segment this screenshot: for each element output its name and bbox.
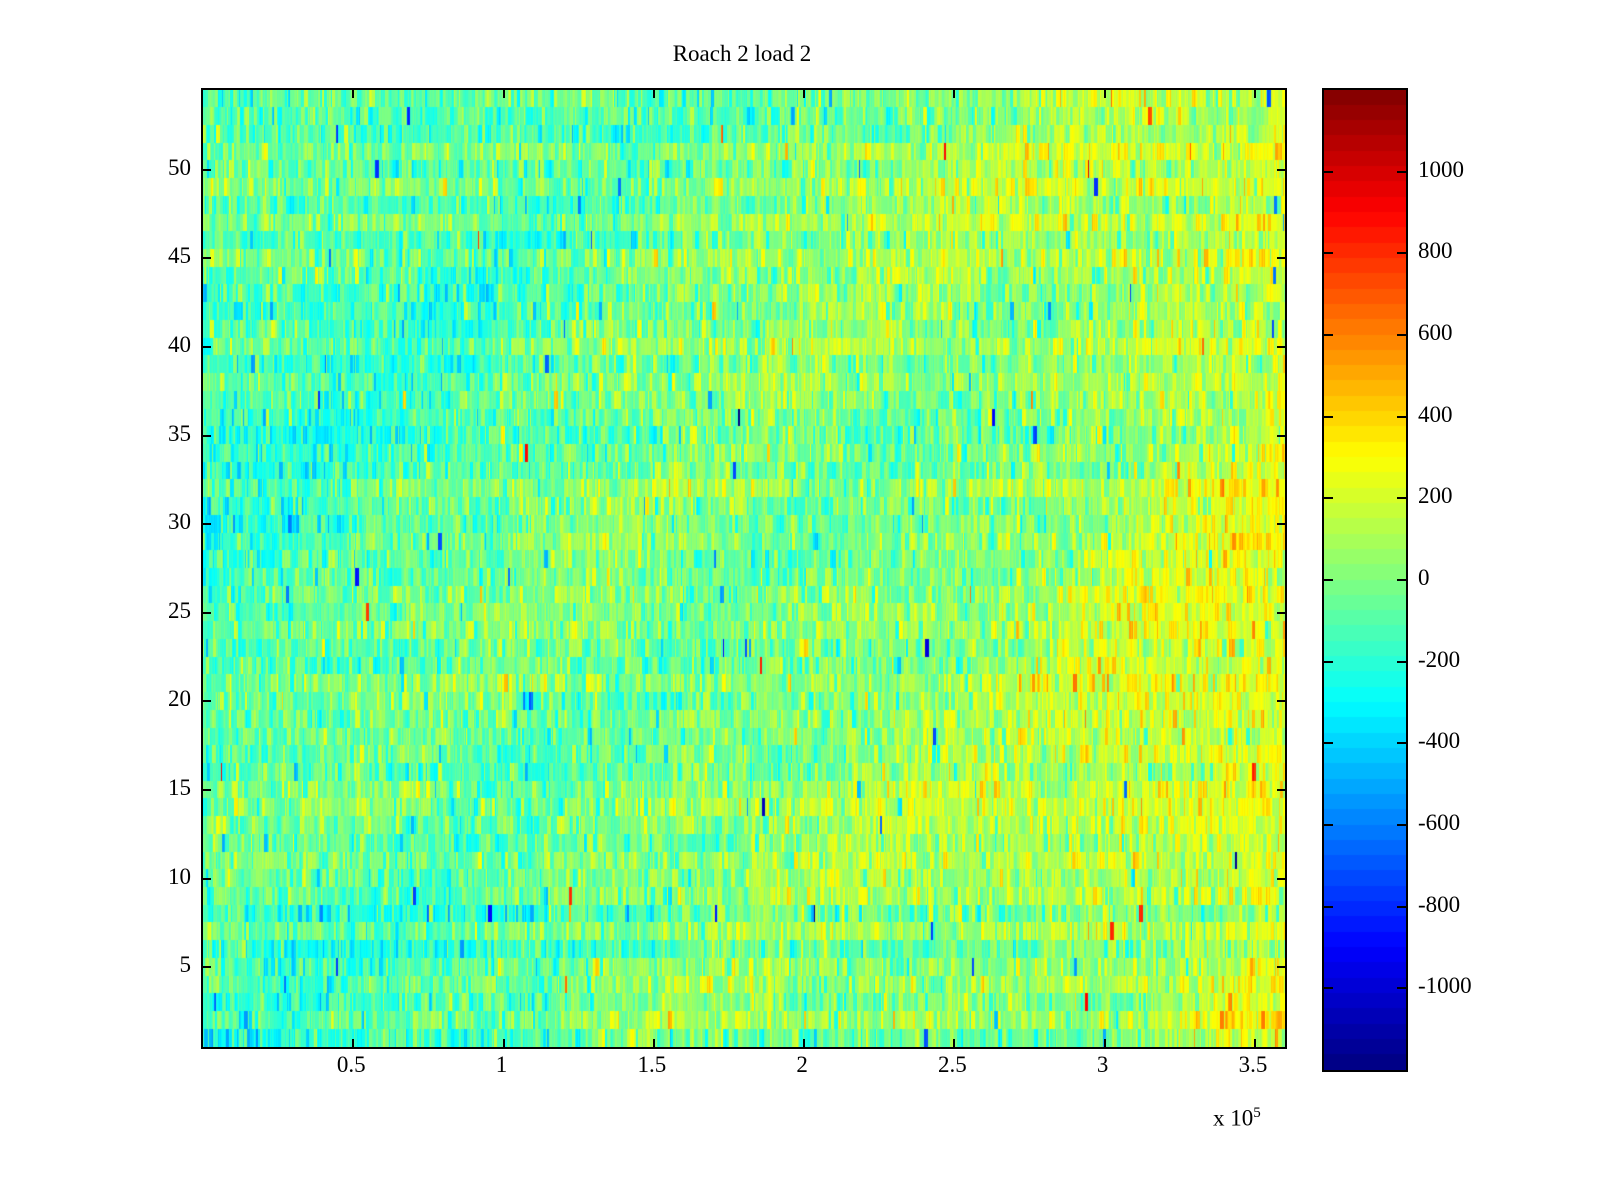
y-axis-tick: [203, 789, 211, 792]
y-axis-tick-label: 10: [168, 863, 191, 889]
colorbar-tick-label: -200: [1418, 646, 1461, 672]
x-axis-tick-label: 2.5: [938, 1052, 967, 1077]
y-axis-tick-label: 45: [168, 243, 191, 269]
y-axis-tick-right: [1277, 877, 1285, 880]
x-axis-tick-label: 1.5: [637, 1052, 667, 1077]
y-axis-tick-right: [1277, 257, 1285, 260]
y-axis-tick-label: 40: [168, 331, 191, 357]
heatmap-axes[interactable]: [201, 88, 1287, 1049]
x-axis-tick: [502, 1039, 505, 1047]
colorbar-tick-right: [1397, 252, 1406, 255]
colorbar-tick-right: [1397, 497, 1406, 500]
y-axis-tick-right: [1277, 434, 1285, 437]
x-axis-tick: [1253, 1039, 1256, 1047]
colorbar-tick-right: [1397, 415, 1406, 418]
y-axis-tick: [203, 877, 211, 880]
colorbar-tick: [1324, 987, 1333, 990]
x-axis-tick-top: [1253, 90, 1256, 98]
colorbar-gradient: [1324, 90, 1406, 1070]
x-axis-tick: [1103, 1039, 1106, 1047]
y-axis-tick-right: [1277, 611, 1285, 614]
x-axis-tick: [652, 1039, 655, 1047]
x-axis-tick-label: 1: [495, 1052, 508, 1077]
x-axis-tick: [803, 1039, 806, 1047]
colorbar-tick-right: [1397, 579, 1406, 581]
x-axis-tick-top: [502, 90, 505, 98]
y-axis-tick-right: [1277, 168, 1285, 171]
y-axis-tick-right: [1277, 789, 1285, 792]
x-exponent-power: 5: [1253, 1105, 1261, 1121]
x-axis-tick-top: [803, 90, 806, 98]
colorbar-tick: [1324, 579, 1333, 581]
colorbar-tick-label: 800: [1418, 238, 1453, 264]
colorbar-tick-label: -600: [1418, 810, 1461, 835]
y-axis-tick-label: 25: [168, 597, 191, 623]
y-axis-tick: [203, 523, 211, 526]
colorbar-tick-label: 600: [1418, 320, 1453, 345]
x-axis-tick-top: [352, 90, 355, 98]
colorbar-tick-label: 0: [1418, 565, 1430, 590]
heatmap-image[interactable]: [203, 90, 1285, 1047]
x-axis-tick: [352, 1039, 355, 1047]
colorbar-tick-right: [1397, 824, 1406, 826]
y-axis-tick: [203, 168, 211, 171]
colorbar-tick-label: -800: [1418, 891, 1461, 917]
y-axis-tick: [203, 611, 211, 614]
y-axis-tick-label: 30: [168, 509, 191, 535]
y-axis-tick-label: 20: [168, 686, 191, 712]
x-axis-exponent-label: x 105: [1213, 1105, 1261, 1132]
x-axis-tick-label: 2: [796, 1052, 808, 1077]
colorbar-tick-label: 200: [1418, 483, 1453, 509]
colorbar-tick: [1324, 334, 1333, 336]
colorbar-tick: [1324, 252, 1333, 255]
y-axis-tick-right: [1277, 523, 1285, 526]
y-axis-tick: [203, 257, 211, 260]
colorbar-tick: [1324, 497, 1333, 500]
y-axis-tick-right: [1277, 700, 1285, 703]
colorbar-tick-label: 400: [1418, 401, 1453, 427]
colorbar-tick: [1324, 170, 1333, 173]
colorbar-tick: [1324, 824, 1333, 826]
colorbar[interactable]: [1322, 88, 1408, 1072]
y-axis-tick-right: [1277, 345, 1285, 348]
colorbar-tick: [1324, 905, 1333, 908]
page-title: Roach 2 load 2: [672, 41, 812, 66]
colorbar-tick: [1324, 660, 1333, 663]
y-axis-tick-label: 15: [168, 775, 191, 801]
x-axis-tick: [953, 1039, 956, 1047]
colorbar-tick-label: 1000: [1418, 156, 1464, 182]
x-axis-tick-top: [953, 90, 956, 98]
x-axis-tick-label: 3: [1096, 1052, 1109, 1077]
colorbar-tick-right: [1397, 905, 1406, 908]
y-axis-tick-right: [1277, 966, 1285, 969]
x-axis-tick-label: 0.5: [336, 1052, 366, 1077]
colorbar-tick-label: -400: [1418, 728, 1461, 754]
colorbar-tick-right: [1397, 334, 1406, 336]
colorbar-tick: [1324, 415, 1333, 418]
y-axis-tick-label: 5: [179, 952, 192, 978]
x-axis-tick-top: [652, 90, 655, 98]
x-axis-tick-label: 3.5: [1238, 1052, 1268, 1077]
y-axis-tick: [203, 700, 211, 703]
y-axis-tick: [203, 345, 211, 348]
x-axis-tick-top: [1103, 90, 1106, 98]
colorbar-tick-right: [1397, 742, 1406, 745]
x-exponent-base: x 10: [1213, 1105, 1254, 1131]
y-axis-tick-label: 50: [168, 154, 191, 180]
colorbar-tick-right: [1397, 170, 1406, 173]
colorbar-tick-right: [1397, 660, 1406, 663]
y-axis-tick: [203, 434, 211, 437]
y-axis-tick-label: 35: [168, 420, 191, 446]
colorbar-tick: [1324, 742, 1333, 745]
y-axis-tick: [203, 966, 211, 969]
colorbar-tick-label: -1000: [1418, 973, 1472, 999]
colorbar-tick-right: [1397, 987, 1406, 990]
